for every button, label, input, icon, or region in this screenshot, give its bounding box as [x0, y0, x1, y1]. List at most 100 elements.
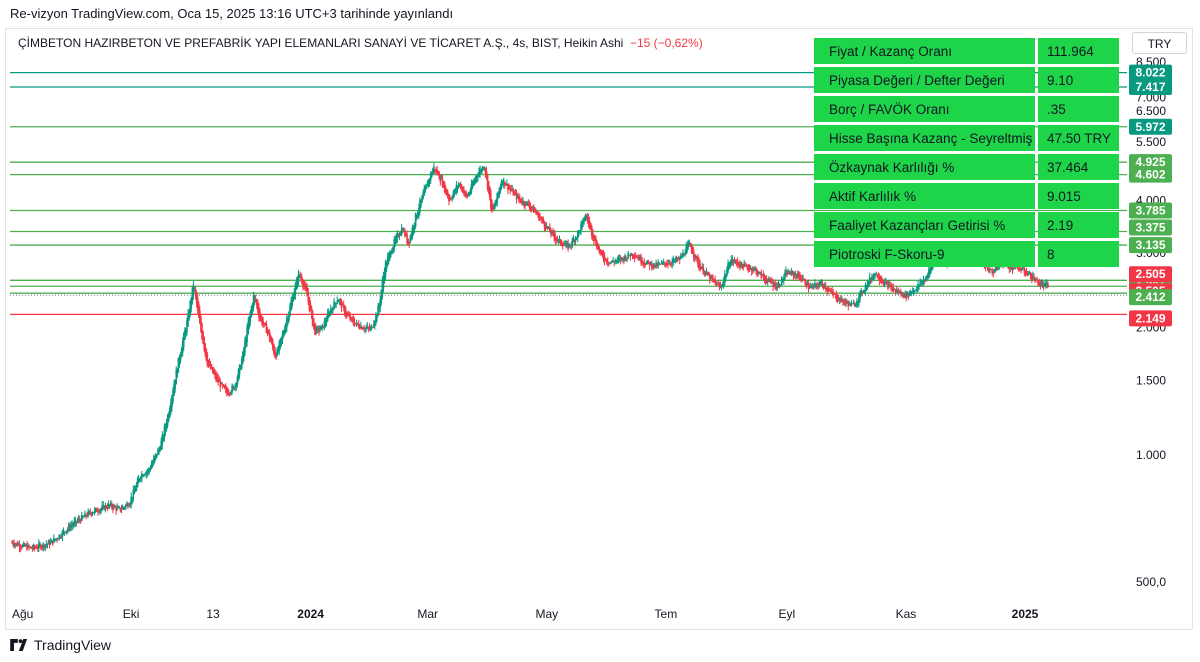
candle-body [422, 192, 424, 200]
candle-body [489, 191, 492, 209]
candle-body [596, 242, 598, 250]
candle-body [599, 249, 602, 253]
candle-body [561, 243, 564, 247]
candle-body [348, 314, 350, 317]
candle-body [830, 290, 832, 292]
candle-body [409, 236, 412, 243]
candle-body [98, 511, 100, 513]
candle-body [388, 253, 390, 262]
candle-body [531, 206, 534, 208]
candle-body [987, 266, 989, 271]
candle-body [661, 262, 664, 264]
candle-body [128, 505, 130, 507]
candle-body [594, 237, 596, 241]
candle-body [707, 273, 710, 276]
candle-body [854, 304, 857, 306]
candle-body [468, 192, 471, 196]
candle-body [336, 300, 339, 304]
candle-body [509, 187, 511, 190]
candle-body [896, 290, 899, 292]
candle-body [299, 275, 302, 279]
candle-body [340, 300, 343, 309]
currency-button[interactable]: TRY [1132, 32, 1187, 54]
tradingview-logo: TradingView [10, 637, 111, 653]
candle-body [676, 258, 679, 260]
candle-body [102, 504, 105, 508]
candle-body [992, 271, 994, 274]
x-tick-label: 2025 [1012, 607, 1039, 621]
candle-body [685, 246, 687, 255]
candle-body [362, 328, 364, 330]
metric-name: Aktif Karlılık % [814, 183, 1035, 209]
candle-body [716, 283, 719, 285]
level-tag-bg [1129, 64, 1172, 81]
level-tag-bg [1129, 166, 1172, 183]
candle-body [214, 371, 216, 375]
candle-body [606, 260, 609, 264]
candle-body [783, 277, 785, 281]
candle-body [108, 504, 111, 506]
candle-body [349, 315, 351, 320]
candle-body [584, 216, 587, 221]
candle-body [195, 292, 198, 304]
candle-body [845, 300, 847, 303]
candle-body [127, 504, 129, 507]
candle-body [412, 226, 415, 233]
candle-body [92, 512, 95, 514]
candle-body [181, 340, 184, 353]
x-tick-label: Ağu [12, 607, 33, 621]
candle-body [191, 287, 194, 304]
candle-body [995, 264, 998, 271]
candle-body [710, 276, 712, 278]
candle-body [265, 324, 268, 334]
y-tick-label: 6.500 [1136, 104, 1166, 118]
candle-body [304, 284, 306, 287]
candle-body [173, 383, 175, 396]
candle-body [451, 197, 453, 199]
candle-body [664, 262, 667, 266]
candle-body [918, 285, 920, 287]
candle-body [562, 245, 565, 247]
candle-body [158, 448, 160, 453]
candle-body [1027, 273, 1030, 275]
candle-body [794, 274, 797, 276]
candle-body [359, 325, 361, 330]
candle-body [247, 321, 249, 335]
candle-body [288, 311, 290, 321]
candle-body [483, 167, 486, 169]
candle-body [641, 260, 643, 264]
candle-body [576, 231, 579, 239]
candle-body [464, 191, 466, 193]
candle-body [112, 505, 114, 510]
candle-body [691, 248, 694, 254]
candle-body [654, 264, 656, 267]
candle-body [230, 391, 232, 394]
metric-name: Borç / FAVÖK Oranı [814, 96, 1035, 122]
candle-body [375, 313, 377, 324]
candle-body [15, 542, 18, 545]
current-price-tag-bg [1129, 266, 1172, 283]
candle-body [566, 243, 568, 245]
candle-body [360, 326, 362, 328]
candle-body [456, 186, 459, 189]
candle-body [611, 260, 613, 263]
candle-body [49, 541, 52, 544]
candle-body [875, 272, 877, 275]
candle-body [570, 244, 573, 246]
candle-body [687, 243, 690, 248]
candle-body [443, 183, 446, 193]
candle-body [734, 260, 737, 262]
candle-body [255, 299, 258, 306]
candle-body [517, 196, 520, 200]
candle-body [593, 234, 595, 242]
candle-body [268, 331, 271, 340]
candle-body [74, 519, 77, 524]
candle-body [744, 265, 747, 267]
candle-body [758, 272, 760, 274]
metric-value: 37.464 [1038, 154, 1119, 180]
candle-body [813, 285, 815, 288]
candle-body [192, 284, 195, 296]
candle-body [537, 213, 539, 215]
candle-body [87, 511, 90, 516]
candle-body [460, 186, 463, 189]
